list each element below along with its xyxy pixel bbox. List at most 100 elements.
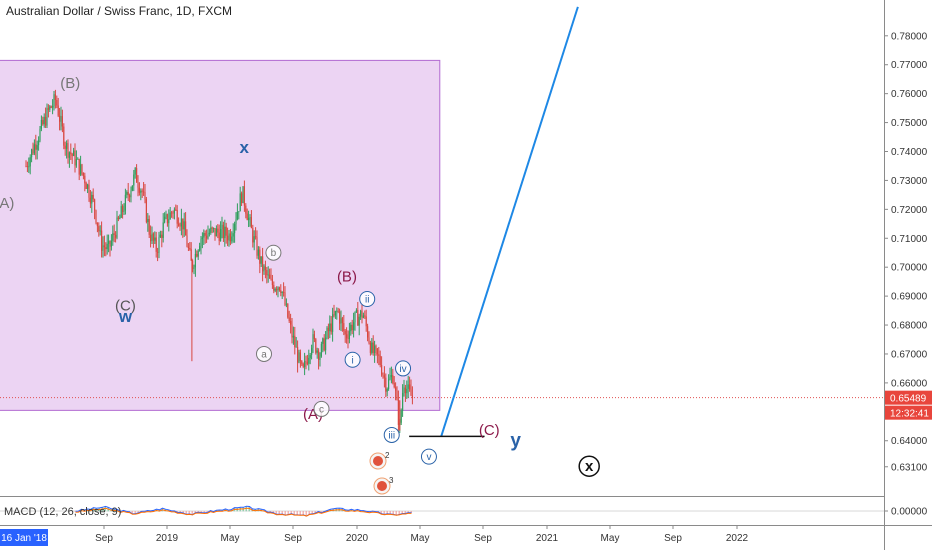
candle-body [300, 352, 301, 361]
candle-body [69, 152, 70, 157]
candle-body [310, 355, 311, 358]
time-tick-label: 2021 [536, 533, 559, 544]
candle-body [220, 229, 221, 241]
candle-body [360, 311, 361, 317]
candle-body [385, 378, 386, 392]
candle-body [223, 225, 224, 238]
candle-body [150, 235, 151, 241]
candle-body [328, 328, 329, 331]
candle-body [287, 304, 288, 318]
time-tick-label: 2019 [156, 533, 179, 544]
candle-body [73, 151, 74, 156]
candle-body [329, 323, 330, 331]
candle-body [135, 168, 136, 175]
candle-body [137, 183, 138, 188]
candle-body [86, 183, 87, 189]
candle-body [324, 338, 325, 350]
candle-body [370, 343, 371, 353]
macd-label: MACD (12, 26, close, 9) [4, 506, 121, 518]
time-tick-label: 2022 [726, 533, 749, 544]
candle-body [104, 245, 105, 247]
price-tick-label: 0.74000 [891, 147, 928, 158]
candle-body [55, 94, 56, 100]
price-tick-label: 0.68000 [891, 321, 928, 332]
price-tick-label: 0.70000 [891, 263, 928, 274]
wave-label: x [239, 138, 249, 157]
candle-body [160, 235, 161, 238]
range-box[interactable] [0, 60, 440, 410]
candle-body [163, 222, 164, 237]
time-tick-label: Sep [284, 533, 302, 544]
candle-body [209, 233, 210, 234]
candle-body [156, 238, 157, 252]
candle-body [158, 237, 159, 253]
time-tick-label: Sep [474, 533, 492, 544]
candle-body [154, 238, 155, 241]
candle-body [87, 185, 88, 189]
candle-body [261, 256, 262, 263]
circled-wave-label: b [271, 248, 277, 259]
candle-body [352, 325, 353, 330]
candle-body [84, 176, 85, 184]
price-tick-label: 0.73000 [891, 176, 928, 187]
candle-body [231, 237, 232, 242]
candle-body [140, 191, 141, 193]
candle-body [133, 175, 134, 186]
candle-body [248, 218, 249, 220]
candle-body [332, 314, 333, 332]
candle-body [123, 211, 124, 212]
candle-body [205, 233, 206, 236]
candle-body [48, 108, 49, 110]
candle-body [366, 317, 367, 327]
candle-body [286, 304, 287, 305]
wave-label: (B) [337, 269, 357, 286]
candle-body [45, 117, 46, 126]
candle-body [256, 237, 257, 255]
candle-body [111, 241, 112, 247]
time-tick-label: May [221, 533, 240, 544]
event-count: 2 [385, 451, 390, 460]
candle-body [184, 221, 185, 229]
candle-body [202, 238, 203, 240]
candle-body [392, 375, 393, 383]
candle-body [277, 287, 278, 290]
candle-body [357, 310, 358, 326]
circled-wave-label: c [319, 404, 324, 415]
candle-body [38, 141, 39, 146]
candle-body [244, 186, 245, 205]
candle-body [199, 246, 200, 251]
candle-body [353, 322, 354, 330]
candle-body [146, 199, 147, 222]
candle-body [361, 311, 362, 318]
candle-body [188, 247, 189, 248]
candle-body [228, 233, 229, 240]
candle-body [195, 254, 196, 267]
candle-body [291, 325, 292, 338]
candle-body [375, 346, 376, 349]
price-tick-label: 0.76000 [891, 89, 928, 100]
candle-body [279, 287, 280, 290]
candle-body [80, 164, 81, 174]
candle-body [122, 206, 123, 212]
candle-body [142, 191, 143, 192]
candle-body [126, 192, 127, 195]
candle-body [273, 285, 274, 291]
candle-body [381, 365, 382, 374]
candle-body [193, 267, 194, 269]
wave-label: (A) [0, 195, 14, 212]
price-tick-label: 0.75000 [891, 118, 928, 129]
circled-wave-label: iii [388, 430, 395, 441]
candle-body [182, 218, 183, 229]
candle-body [174, 209, 175, 213]
candle-body [331, 323, 332, 331]
candle-body [128, 192, 129, 195]
event-icon-dot [377, 481, 387, 491]
candle-body [179, 226, 180, 227]
candle-body [290, 321, 291, 325]
candle-body [52, 106, 53, 108]
candle-body [394, 383, 395, 387]
candle-body [212, 228, 213, 229]
price-tick-label: 0.69000 [891, 292, 928, 303]
